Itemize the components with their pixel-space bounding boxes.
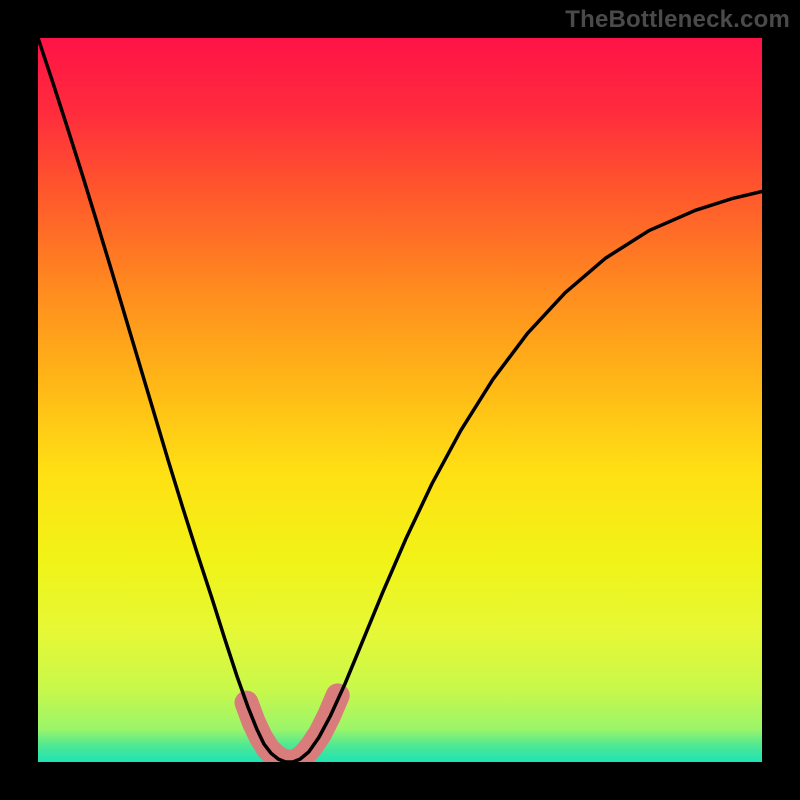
watermark-text: TheBottleneck.com	[565, 6, 790, 34]
frame: TheBottleneck.com	[0, 0, 800, 800]
green-band	[38, 729, 762, 762]
main-curve	[38, 38, 762, 762]
curve-layer	[38, 38, 762, 762]
chart-plot-area	[38, 38, 762, 762]
